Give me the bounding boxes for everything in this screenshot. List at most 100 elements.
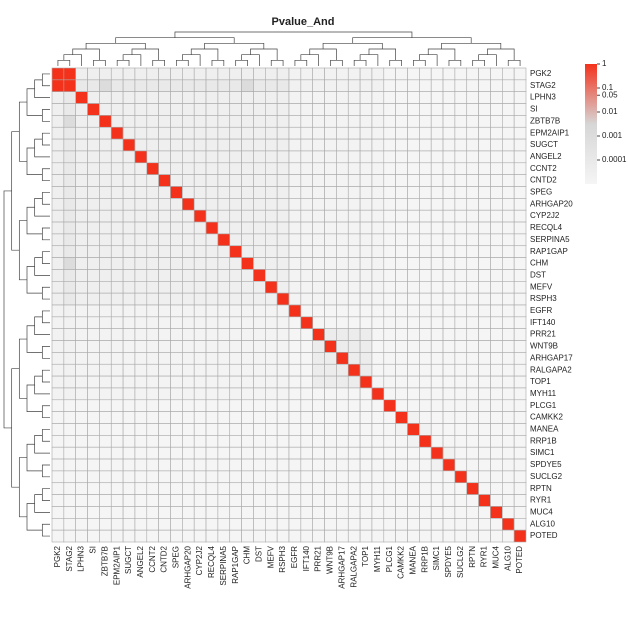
- heatmap-cell: [466, 470, 479, 484]
- heatmap-cell: [466, 257, 479, 270]
- heatmap-cell: [359, 233, 373, 247]
- heatmap-cell: [454, 269, 468, 282]
- heatmap-cell: [99, 91, 112, 104]
- heatmap-cell: [264, 446, 278, 460]
- heatmap-cell: [419, 506, 432, 519]
- heatmap-cell: [300, 352, 314, 365]
- row-label: SUCLG2: [530, 472, 563, 481]
- heatmap-cell: [170, 198, 183, 211]
- heatmap-cell: [383, 209, 396, 223]
- heatmap-cell: [51, 387, 65, 401]
- heatmap-cell: [513, 115, 527, 128]
- heatmap-cell: [205, 198, 219, 211]
- heatmap-cell: [158, 280, 171, 294]
- heatmap-cell: [217, 517, 231, 531]
- heatmap-cell: [264, 269, 278, 282]
- heatmap-cell: [75, 352, 88, 365]
- heatmap-cell: [407, 209, 420, 223]
- heatmap-cell: [395, 150, 408, 164]
- heatmap-cell: [466, 198, 479, 211]
- heatmap-cell: [193, 506, 207, 519]
- heatmap-cell: [490, 494, 503, 507]
- heatmap-cell: [336, 375, 349, 389]
- heatmap-cell: [501, 435, 515, 448]
- heatmap-cell: [110, 435, 124, 448]
- heatmap-cell: [241, 245, 254, 258]
- heatmap-cell: [241, 411, 254, 424]
- heatmap-cell: [264, 363, 278, 377]
- heatmap-cell: [229, 233, 242, 247]
- heatmap-cell: [63, 233, 76, 247]
- heatmap-cell: [359, 435, 373, 448]
- heatmap-cell: [300, 91, 314, 104]
- heatmap-cell: [312, 79, 325, 92]
- heatmap-cell: [170, 103, 183, 116]
- heatmap-cell: [241, 340, 254, 353]
- heatmap-cell: [205, 458, 219, 472]
- heatmap-cell: [300, 162, 314, 175]
- heatmap-cell: [134, 399, 148, 412]
- heatmap-cell: [87, 245, 100, 258]
- heatmap-cell: [312, 363, 325, 377]
- column-label: EGFR: [290, 546, 299, 568]
- heatmap-cell: [442, 174, 456, 187]
- heatmap-cell: [51, 174, 65, 187]
- heatmap-cell: [122, 198, 136, 211]
- heatmap-cell: [300, 79, 314, 92]
- heatmap-cell: [51, 340, 65, 353]
- heatmap-cell: [241, 198, 254, 211]
- heatmap-cell: [51, 79, 65, 92]
- heatmap-cell: [241, 399, 254, 412]
- heatmap-cell: [253, 435, 266, 448]
- heatmap-cell: [205, 423, 219, 436]
- left-dendrogram: [41, 346, 50, 359]
- heatmap-cell: [347, 221, 361, 235]
- heatmap-cell: [63, 209, 76, 223]
- heatmap-cell: [490, 363, 503, 377]
- heatmap-cell: [430, 79, 444, 92]
- heatmap-cell: [134, 292, 148, 306]
- heatmap-cell: [300, 221, 314, 235]
- heatmap-cell: [383, 257, 396, 270]
- heatmap-cell: [466, 150, 479, 164]
- heatmap-cell: [146, 79, 159, 92]
- row-label: ANGEL2: [530, 152, 562, 161]
- heatmap-cell: [241, 138, 254, 152]
- heatmap-cell: [442, 506, 456, 519]
- heatmap-cell: [466, 435, 479, 448]
- heatmap-cell: [336, 198, 349, 211]
- heatmap-cell: [264, 411, 278, 424]
- heatmap-cell: [419, 423, 432, 436]
- heatmap-cell: [193, 363, 207, 377]
- heatmap-cell: [513, 352, 527, 365]
- heatmap-cell: [336, 446, 349, 460]
- heatmap-cell: [300, 257, 314, 270]
- left-dendrogram: [34, 375, 50, 395]
- heatmap-cell: [264, 304, 278, 318]
- heatmap-cell: [264, 233, 278, 247]
- heatmap-cell: [501, 91, 515, 104]
- heatmap-cell: [513, 304, 527, 318]
- heatmap-cell: [513, 387, 527, 401]
- heatmap-cell: [217, 375, 231, 389]
- heatmap-cell: [442, 221, 456, 235]
- heatmap-cell: [193, 162, 207, 175]
- heatmap-cell: [122, 399, 136, 412]
- heatmap-cell: [51, 304, 65, 318]
- heatmap-cell: [407, 257, 420, 270]
- heatmap-cell: [122, 221, 136, 235]
- heatmap-cell: [359, 245, 373, 258]
- heatmap-cell: [87, 150, 100, 164]
- heatmap-cell: [217, 292, 231, 306]
- heatmap-cell: [513, 138, 527, 152]
- heatmap-cell: [170, 470, 183, 484]
- heatmap-cell: [430, 411, 444, 424]
- heatmap-cell: [87, 316, 100, 330]
- heatmap-cell: [395, 340, 408, 353]
- heatmap-cell: [75, 399, 88, 412]
- heatmap-cell: [229, 328, 242, 341]
- heatmap-cell: [454, 67, 468, 81]
- heatmap-cell: [63, 174, 76, 187]
- heatmap-cell: [442, 423, 456, 436]
- heatmap-cell: [288, 150, 302, 164]
